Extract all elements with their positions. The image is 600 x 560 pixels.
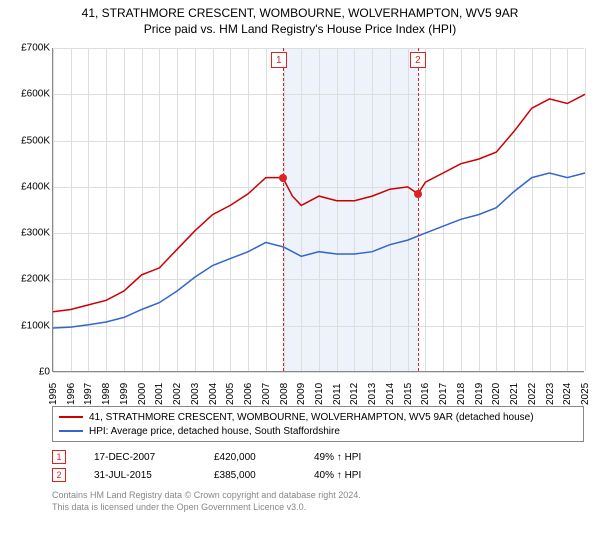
xtick-label: 2017 <box>438 383 449 405</box>
xtick-label: 2012 <box>349 383 360 405</box>
xtick-label: 2013 <box>367 383 378 405</box>
event-date-1: 17-DEC-2007 <box>94 452 214 463</box>
xtick-label: 1995 <box>48 383 59 405</box>
xtick-label: 2025 <box>580 383 591 405</box>
event-marker-2: 2 <box>52 468 66 482</box>
title-address: 41, STRATHMORE CRESCENT, WOMBOURNE, WOLV… <box>8 6 592 20</box>
event-price-1: £420,000 <box>214 452 314 463</box>
legend-swatch-property <box>59 416 83 418</box>
xtick-label: 2010 <box>314 383 325 405</box>
gridline-v <box>585 48 586 371</box>
xtick-label: 1996 <box>66 383 77 405</box>
xtick-label: 2009 <box>296 383 307 405</box>
events-table: 1 17-DEC-2007 £420,000 49% ↑ HPI 2 31-JU… <box>52 448 584 484</box>
xtick-label: 2021 <box>509 383 520 405</box>
legend-swatch-hpi <box>59 430 83 432</box>
series-line-property <box>53 94 585 311</box>
xtick-label: 2015 <box>403 383 414 405</box>
xtick-label: 2018 <box>456 383 467 405</box>
ytick-label: £300K <box>2 228 50 239</box>
legend-label-property: 41, STRATHMORE CRESCENT, WOMBOURNE, WOLV… <box>89 412 534 423</box>
legend-item-hpi: HPI: Average price, detached house, Sout… <box>59 424 577 438</box>
xtick-label: 2023 <box>545 383 556 405</box>
xtick-label: 1999 <box>119 383 130 405</box>
ytick-label: £0 <box>2 367 50 378</box>
xtick-label: 2022 <box>527 383 538 405</box>
event-delta-2: 40% ↑ HPI <box>314 470 584 481</box>
xtick-label: 2020 <box>491 383 502 405</box>
legend-label-hpi: HPI: Average price, detached house, Sout… <box>89 426 340 437</box>
chart-container: 41, STRATHMORE CRESCENT, WOMBOURNE, WOLV… <box>0 0 600 560</box>
event-vline-2 <box>418 48 419 371</box>
title-block: 41, STRATHMORE CRESCENT, WOMBOURNE, WOLV… <box>8 6 592 36</box>
event-dot-1 <box>279 174 287 182</box>
event-price-2: £385,000 <box>214 470 314 481</box>
ytick-label: £400K <box>2 181 50 192</box>
footer: Contains HM Land Registry data © Crown c… <box>52 490 592 513</box>
xtick-label: 2008 <box>279 383 290 405</box>
plot-region: 12 <box>52 48 584 372</box>
ytick-label: £100K <box>2 320 50 331</box>
footer-line1: Contains HM Land Registry data © Crown c… <box>52 490 592 502</box>
event-marker-1: 1 <box>52 450 66 464</box>
event-vline-1 <box>283 48 284 371</box>
xtick-label: 2019 <box>474 383 485 405</box>
xtick-label: 2016 <box>420 383 431 405</box>
chart-area: 12 £0£100K£200K£300K£400K£500K£600K£700K… <box>8 42 592 402</box>
ytick-label: £700K <box>2 43 50 54</box>
xtick-label: 2024 <box>562 383 573 405</box>
xtick-label: 2007 <box>261 383 272 405</box>
xtick-label: 2005 <box>225 383 236 405</box>
legend: 41, STRATHMORE CRESCENT, WOMBOURNE, WOLV… <box>52 406 584 442</box>
event-row-1: 1 17-DEC-2007 £420,000 49% ↑ HPI <box>52 448 584 466</box>
xtick-label: 1998 <box>101 383 112 405</box>
event-delta-1: 49% ↑ HPI <box>314 452 584 463</box>
title-subtitle: Price paid vs. HM Land Registry's House … <box>8 22 592 36</box>
xtick-label: 2001 <box>154 383 165 405</box>
event-dot-2 <box>414 190 422 198</box>
xtick-label: 2011 <box>332 383 343 405</box>
event-row-2: 2 31-JUL-2015 £385,000 40% ↑ HPI <box>52 466 584 484</box>
xtick-label: 2003 <box>190 383 201 405</box>
event-box-2: 2 <box>410 52 426 68</box>
event-date-2: 31-JUL-2015 <box>94 470 214 481</box>
series-svg <box>53 48 584 371</box>
xtick-label: 2014 <box>385 383 396 405</box>
gridline-h <box>53 372 584 373</box>
ytick-label: £200K <box>2 274 50 285</box>
footer-line2: This data is licensed under the Open Gov… <box>52 502 592 514</box>
legend-item-property: 41, STRATHMORE CRESCENT, WOMBOURNE, WOLV… <box>59 410 577 424</box>
xtick-label: 2006 <box>243 383 254 405</box>
ytick-label: £600K <box>2 89 50 100</box>
xtick-label: 2004 <box>208 383 219 405</box>
event-box-1: 1 <box>271 52 287 68</box>
xtick-label: 2002 <box>172 383 183 405</box>
xtick-label: 2000 <box>137 383 148 405</box>
ytick-label: £500K <box>2 135 50 146</box>
xtick-label: 1997 <box>83 383 94 405</box>
